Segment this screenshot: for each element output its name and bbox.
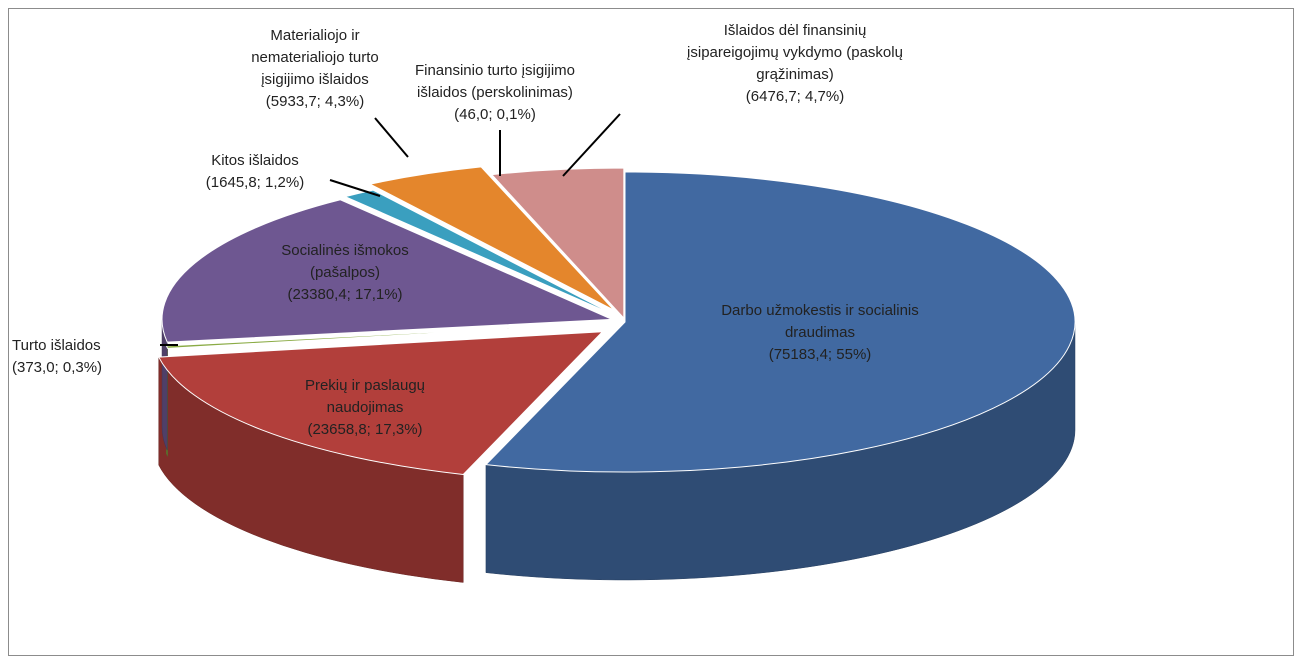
category-label: Socialinės išmokos (pašalpos) [281,242,409,281]
data-label: Socialinės išmokos (pašalpos) (23380,4; 1… [255,240,435,306]
value-label: (23658,8; 17,3%) [307,421,423,438]
chart-frame [8,8,1294,656]
value-label: (75183,4; 55%) [768,346,872,363]
leader-line [329,179,381,197]
value-label: (6476,7; 4,7%) [745,88,845,105]
slice [343,189,618,317]
data-label: Materialiojo ir nematerialiojo turto įsi… [225,25,405,113]
slice [368,166,615,311]
value-label: (5933,7; 4,3%) [265,93,365,110]
data-label: Kitos išlaidos (1645,8; 1,2%) [170,150,340,194]
slice-tops [157,166,1076,475]
category-label: Kitos išlaidos [211,152,299,169]
slice [157,331,604,475]
category-label: Finansinio turto įsigijimo išlaidos (per… [414,62,576,101]
category-label: Materialiojo ir nematerialiojo turto įsi… [251,27,379,88]
value-label: (46,0; 0,1%) [454,106,536,123]
data-label: Finansinio turto įsigijimo išlaidos (per… [395,60,595,126]
value-label: (1645,8; 1,2%) [205,174,305,191]
leader-line [562,113,621,177]
slice [484,171,1076,473]
data-label: Turto išlaidos (373,0; 0,3%) [12,335,172,379]
value-label: (23380,4; 17,1%) [287,286,403,303]
value-label: (373,0; 0,3%) [12,359,103,376]
leader-line [374,117,409,158]
slice [490,167,625,320]
data-label: Prekių ir paslaugų naudojimas (23658,8; 1… [275,375,455,441]
category-label: Turto išlaidos [12,337,101,354]
category-label: Darbo užmokestis ir socialinis draudimas [721,302,919,341]
category-label: Prekių ir paslaugų naudojimas [304,377,426,416]
data-label: Darbo užmokestis ir socialinis draudimas… [720,300,920,366]
slice [161,199,613,343]
data-label: Išlaidos dėl finansinių įsipareigojimų v… [680,20,910,108]
category-label: Išlaidos dėl finansinių įsipareigojimų v… [687,22,903,83]
